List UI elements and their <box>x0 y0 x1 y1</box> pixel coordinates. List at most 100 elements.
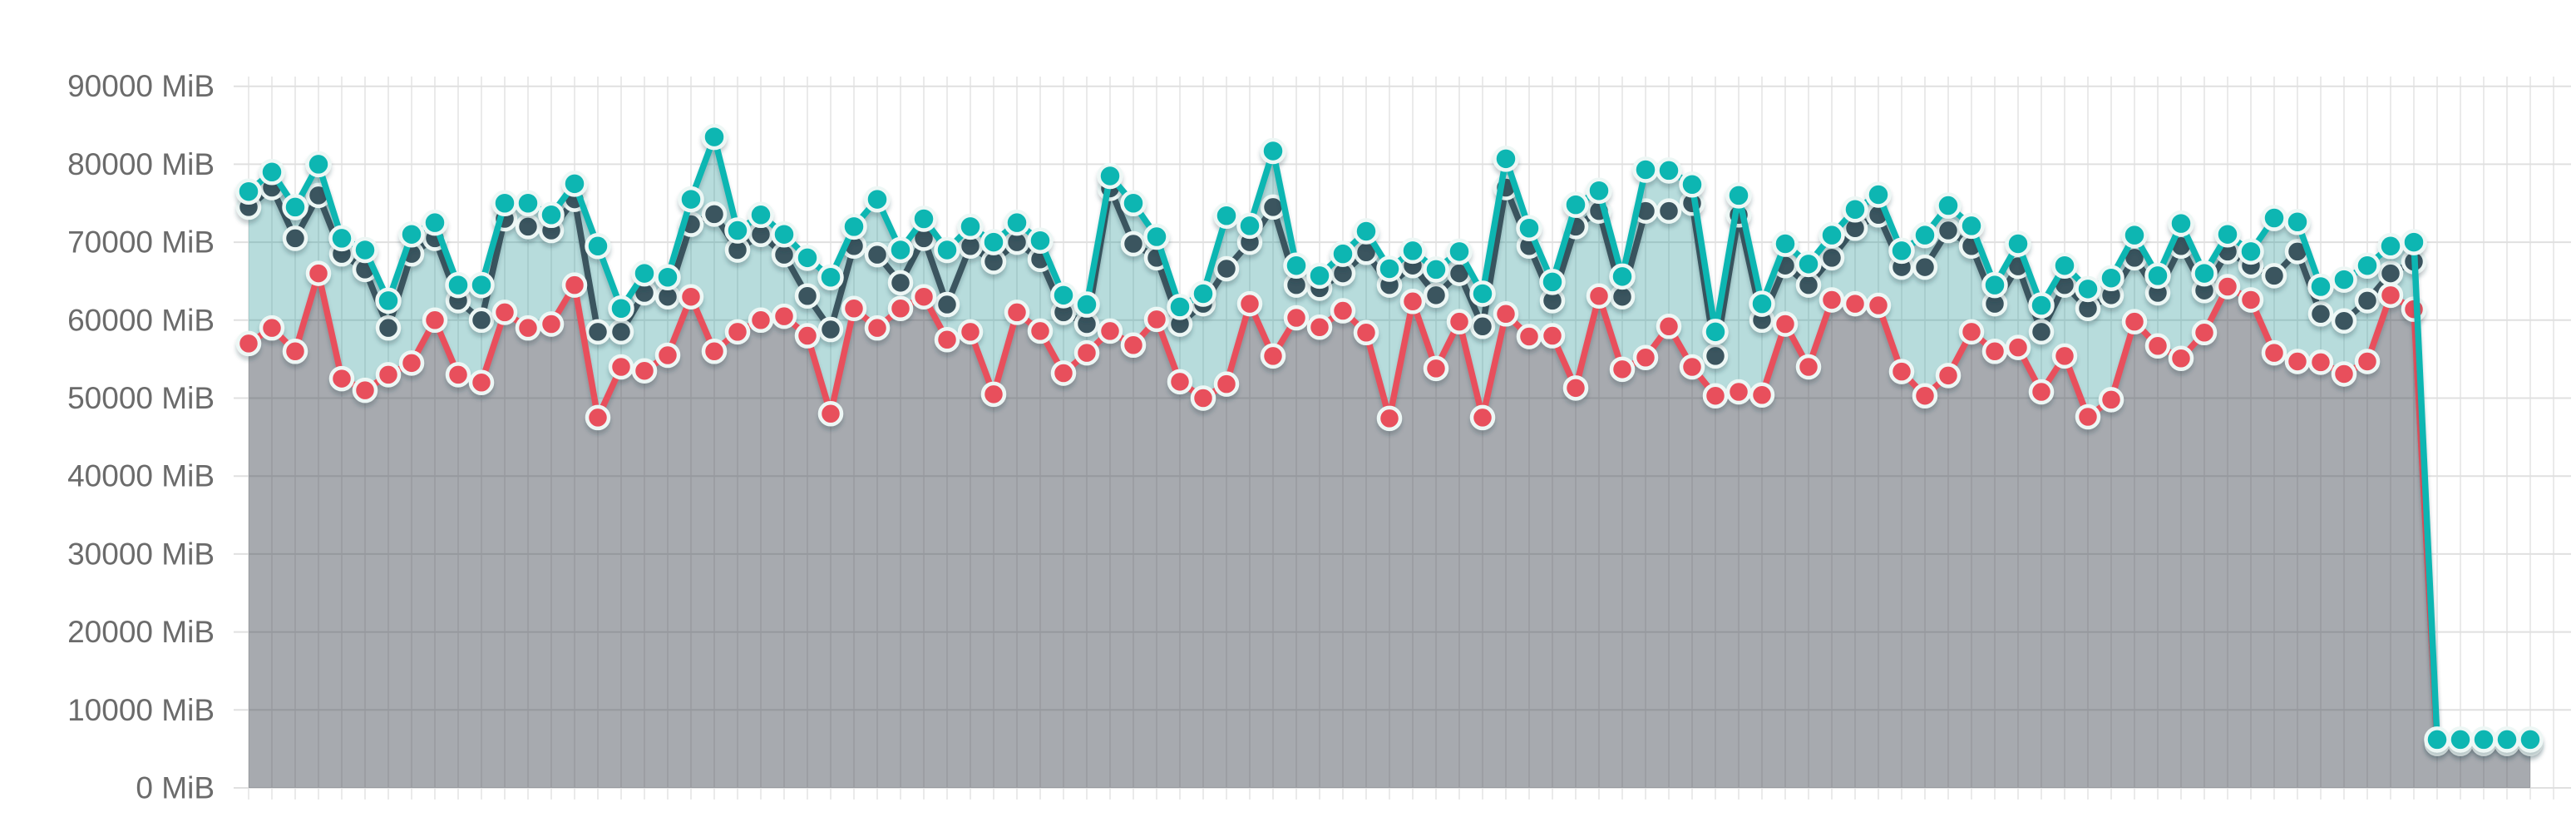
data-point-dark[interactable] <box>282 225 308 251</box>
data-point-red[interactable] <box>2075 404 2101 430</box>
data-point-red[interactable] <box>2168 345 2194 371</box>
data-point-red[interactable] <box>654 342 681 369</box>
data-point-dark[interactable] <box>2377 260 2404 286</box>
data-point-teal[interactable] <box>654 264 681 291</box>
data-point-red[interactable] <box>235 330 262 357</box>
data-point-teal[interactable] <box>398 220 425 248</box>
data-point-teal[interactable] <box>1632 156 1659 183</box>
data-point-teal[interactable] <box>375 287 402 314</box>
data-point-teal[interactable] <box>1004 209 1030 236</box>
data-point-teal[interactable] <box>817 264 844 291</box>
data-point-dark[interactable] <box>1935 217 1962 244</box>
data-point-teal[interactable] <box>259 159 285 186</box>
data-point-red[interactable] <box>2144 333 2171 359</box>
data-point-dark[interactable] <box>468 307 495 334</box>
data-point-teal[interactable] <box>841 213 867 240</box>
data-point-teal[interactable] <box>1818 221 1845 249</box>
data-point-teal[interactable] <box>491 190 518 216</box>
data-point-red[interactable] <box>794 323 821 349</box>
data-point-teal[interactable] <box>2238 238 2264 265</box>
data-point-teal[interactable] <box>910 206 937 232</box>
data-point-teal[interactable] <box>2401 229 2427 255</box>
data-point-dark[interactable] <box>1912 254 1938 280</box>
data-point-dark[interactable] <box>2261 263 2287 289</box>
data-point-teal[interactable] <box>934 236 960 264</box>
data-point-red[interactable] <box>1213 371 1240 397</box>
data-point-red[interactable] <box>887 295 914 321</box>
data-point-red[interactable] <box>375 362 402 388</box>
data-point-red[interactable] <box>305 260 332 286</box>
data-point-red[interactable] <box>841 295 867 321</box>
data-point-red[interactable] <box>817 400 844 427</box>
data-point-red[interactable] <box>468 369 495 396</box>
data-point-red[interactable] <box>724 319 751 345</box>
data-point-red[interactable] <box>1562 375 1589 401</box>
data-point-red[interactable] <box>678 284 704 309</box>
data-point-dark[interactable] <box>1213 255 1240 282</box>
data-point-red[interactable] <box>538 311 565 337</box>
data-point-teal[interactable] <box>794 245 821 271</box>
data-point-red[interactable] <box>980 381 1007 408</box>
data-point-red[interactable] <box>1399 289 1426 314</box>
data-point-teal[interactable] <box>2191 260 2218 287</box>
data-point-red[interactable] <box>910 284 937 309</box>
data-point-teal[interactable] <box>1097 162 1123 190</box>
data-point-teal[interactable] <box>1167 294 1193 320</box>
data-point-teal[interactable] <box>1772 230 1799 257</box>
data-point-teal[interactable] <box>1027 227 1054 254</box>
data-point-red[interactable] <box>2098 387 2124 413</box>
data-point-teal[interactable] <box>1073 291 1100 318</box>
data-point-dark[interactable] <box>1120 230 1147 257</box>
data-point-teal[interactable] <box>235 178 262 205</box>
data-point-red[interactable] <box>491 300 518 325</box>
data-point-red[interactable] <box>1539 323 1566 349</box>
data-point-teal[interactable] <box>2005 230 2031 257</box>
data-point-red[interactable] <box>1236 290 1263 317</box>
data-point-teal[interactable] <box>2377 233 2404 260</box>
data-point-red[interactable] <box>561 272 588 298</box>
data-point-teal[interactable] <box>2331 266 2357 293</box>
data-point-red[interactable] <box>2005 334 2031 360</box>
data-point-teal[interactable] <box>1679 171 1705 198</box>
data-point-teal[interactable] <box>1190 280 1216 307</box>
data-point-teal[interactable] <box>515 190 541 216</box>
data-point-red[interactable] <box>445 362 471 388</box>
data-point-red[interactable] <box>352 377 378 404</box>
data-point-red[interactable] <box>957 319 984 345</box>
data-point-red[interactable] <box>748 307 774 334</box>
data-point-red[interactable] <box>1888 359 1915 384</box>
data-point-red[interactable] <box>1749 382 1775 409</box>
data-point-teal[interactable] <box>2075 275 2101 303</box>
data-point-teal[interactable] <box>864 186 891 213</box>
data-point-red[interactable] <box>1865 292 1892 319</box>
data-point-red[interactable] <box>1027 318 1054 344</box>
data-point-teal[interactable] <box>1842 196 1868 223</box>
data-point-teal[interactable] <box>2494 726 2520 753</box>
data-point-teal[interactable] <box>724 217 751 244</box>
data-point-teal[interactable] <box>352 236 378 264</box>
data-point-teal[interactable] <box>1236 212 1263 240</box>
data-point-red[interactable] <box>1073 339 1100 366</box>
data-point-red[interactable] <box>398 350 425 376</box>
data-point-teal[interactable] <box>748 201 774 229</box>
data-point-red[interactable] <box>1190 385 1216 411</box>
data-point-teal[interactable] <box>2098 265 2124 291</box>
data-point-red[interactable] <box>2238 287 2264 313</box>
data-point-teal[interactable] <box>1586 177 1612 205</box>
data-point-teal[interactable] <box>1330 240 1356 267</box>
data-point-red[interactable] <box>1050 360 1077 386</box>
data-point-red[interactable] <box>2307 349 2334 375</box>
data-point-teal[interactable] <box>2261 205 2287 231</box>
data-point-teal[interactable] <box>561 171 588 197</box>
data-point-dark[interactable] <box>1469 314 1496 339</box>
data-point-teal[interactable] <box>1353 218 1379 245</box>
data-point-red[interactable] <box>282 339 308 364</box>
data-point-red[interactable] <box>1586 283 1612 309</box>
data-point-red[interactable] <box>2354 349 2381 374</box>
data-point-teal[interactable] <box>1865 181 1892 208</box>
data-point-red[interactable] <box>2191 319 2218 346</box>
data-point-red[interactable] <box>864 314 891 341</box>
data-point-red[interactable] <box>2284 349 2311 374</box>
data-point-red[interactable] <box>1493 301 1519 327</box>
data-point-red[interactable] <box>1097 318 1123 344</box>
